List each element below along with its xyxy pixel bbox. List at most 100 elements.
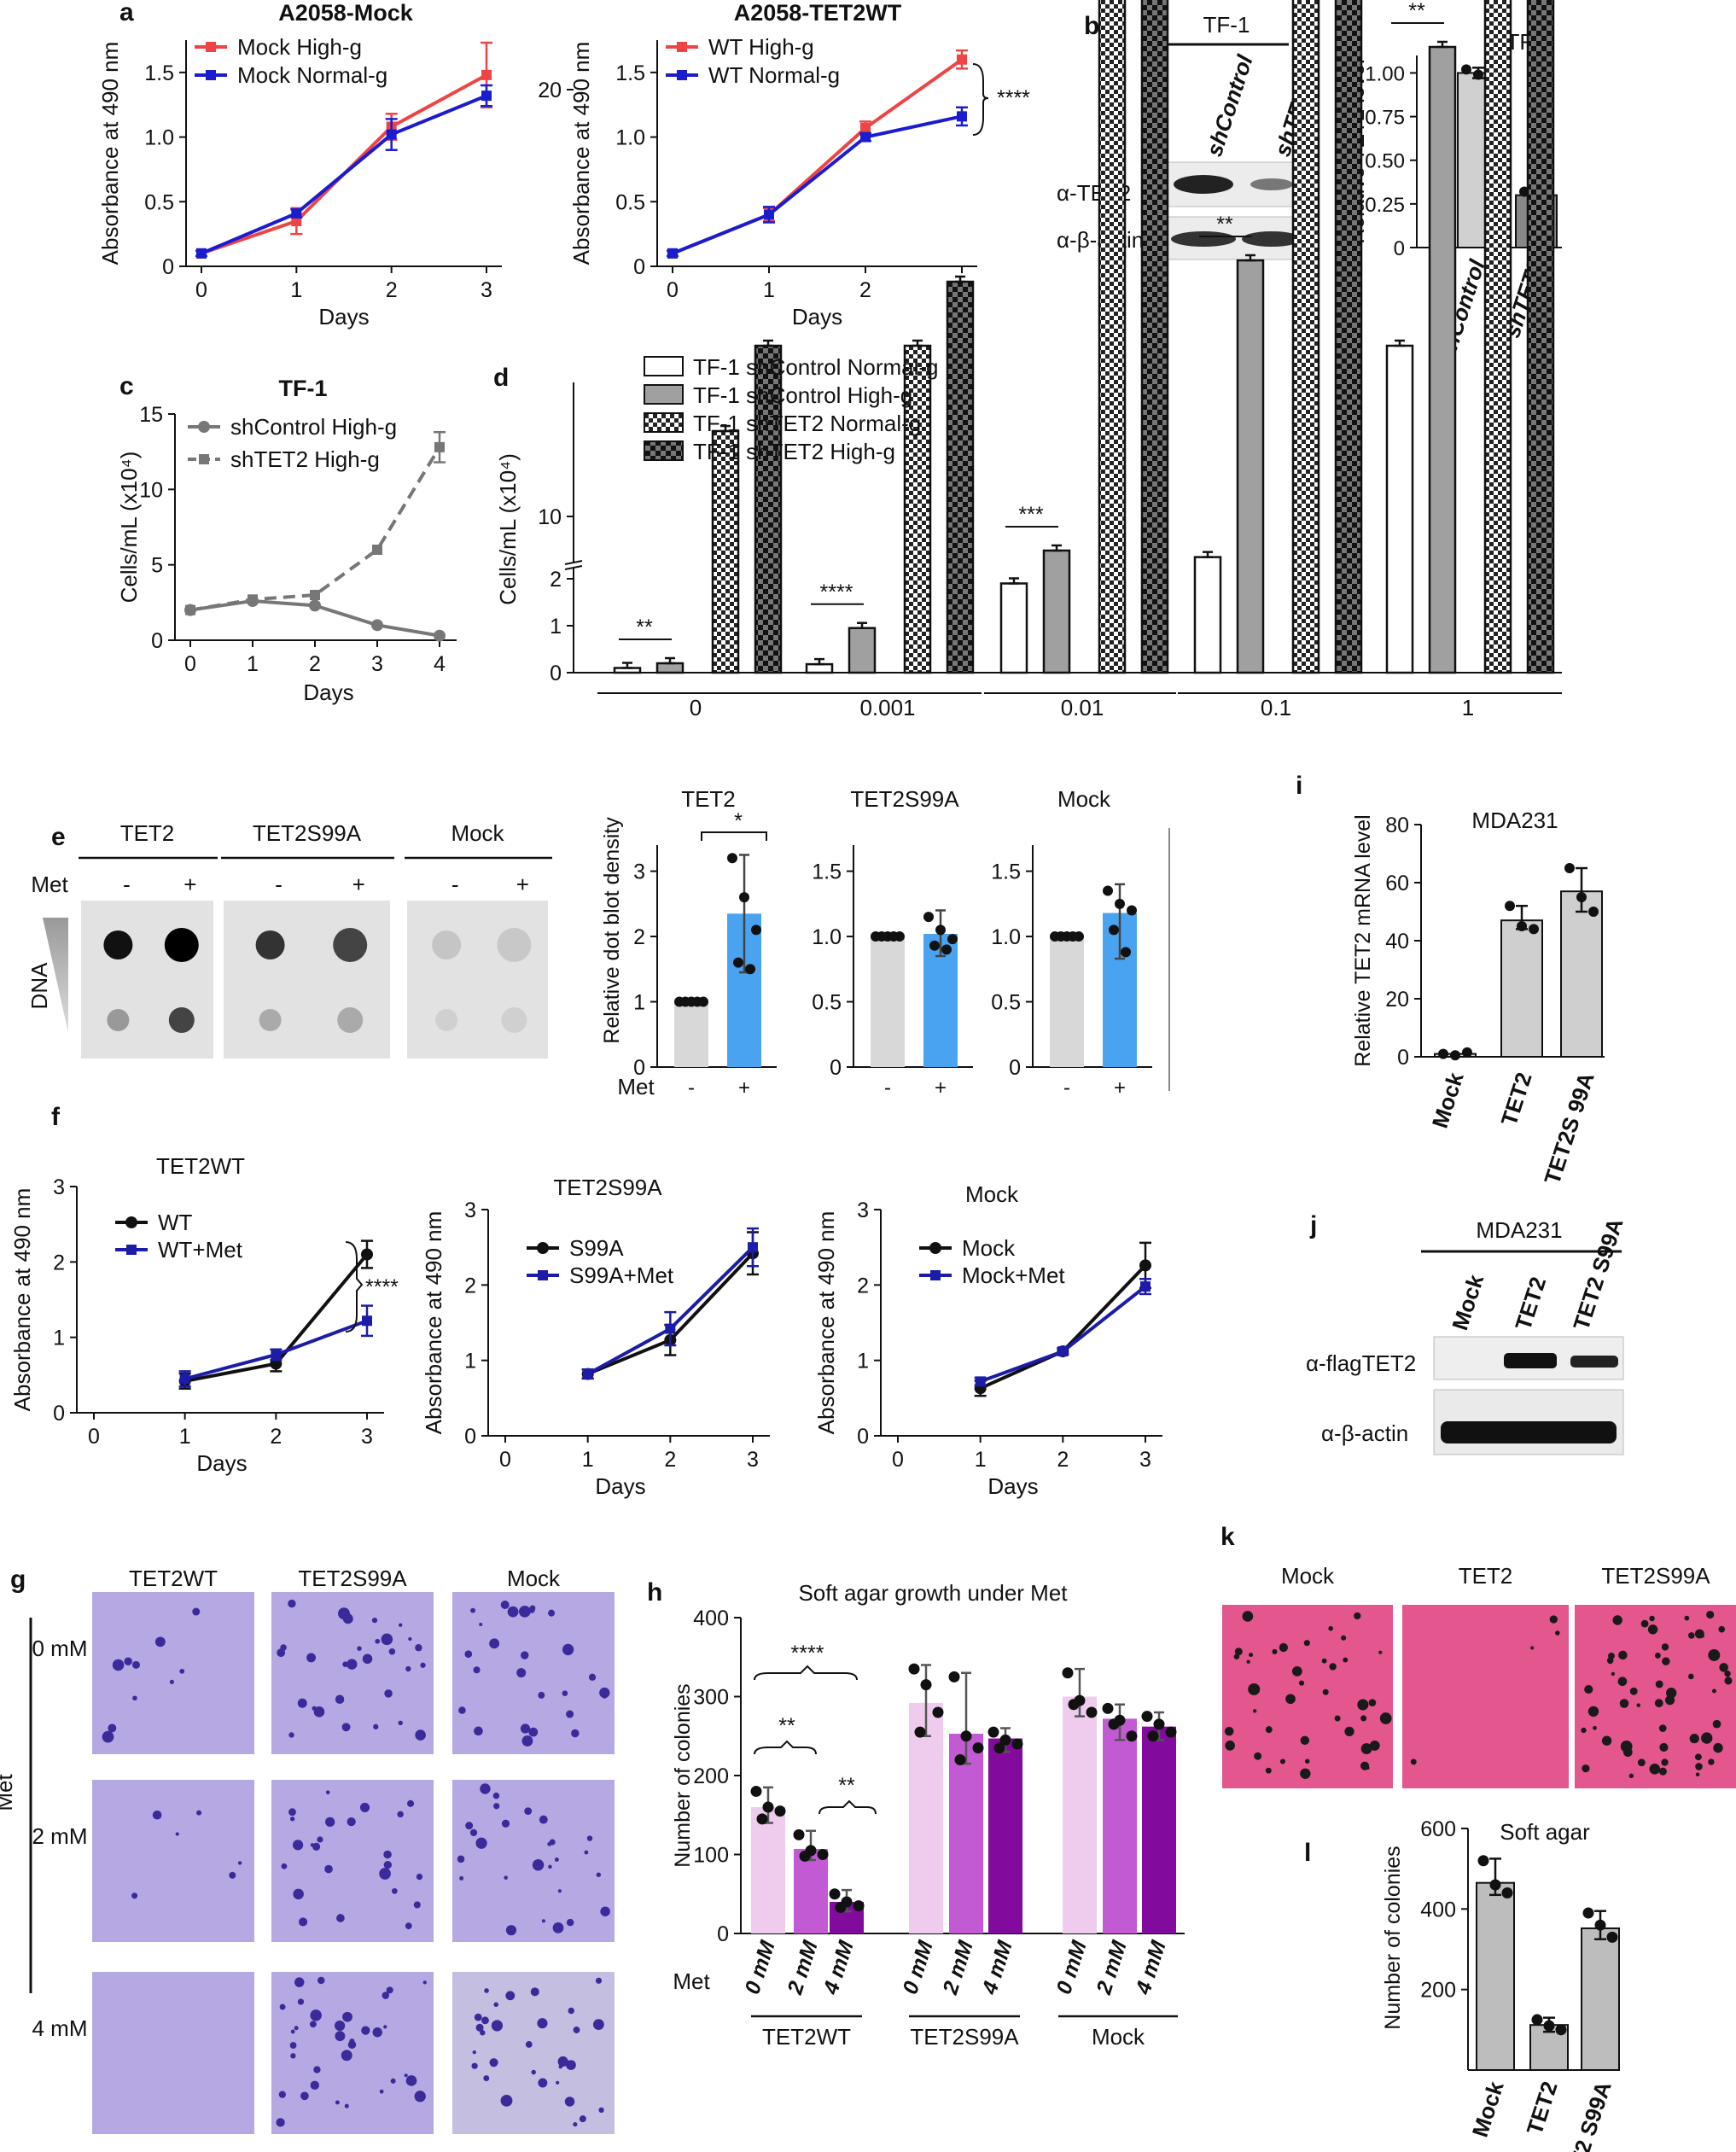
colony xyxy=(192,1607,201,1616)
chart-f0-s0-point xyxy=(361,1248,373,1261)
chart-h-bar-4 xyxy=(949,1733,983,1933)
chart-e2-bar-1-dot xyxy=(1127,905,1137,916)
chart-h-bar-5-dot xyxy=(987,1726,999,1738)
colony xyxy=(383,1861,392,1869)
colony xyxy=(422,1980,427,1985)
plates-k-column-label: TET2S99A xyxy=(1601,1563,1710,1589)
chart-d-group-label: 0.1 xyxy=(1261,695,1291,720)
colony xyxy=(276,2118,285,2127)
chart-b-ytick-label: 0.25 xyxy=(1365,194,1405,217)
chart-h-bar-6-dot xyxy=(1086,1706,1098,1718)
colony xyxy=(324,1817,335,1828)
colony xyxy=(124,1657,132,1666)
chart-h-bar-5-dot xyxy=(993,1742,1005,1754)
colony-k xyxy=(1649,1764,1661,1775)
colony xyxy=(571,1729,580,1738)
colony xyxy=(335,1694,345,1704)
colony xyxy=(531,2069,536,2075)
chart-i-bar-1-dot xyxy=(1517,921,1527,931)
chart-i-ytick-label: 60 xyxy=(1385,872,1409,895)
chart-a2-s1-line xyxy=(672,114,963,255)
chart-c-ylabel: Cells/mL (x10⁴) xyxy=(116,452,142,604)
chart-f2-xtick-label: 3 xyxy=(1139,1448,1151,1472)
colony xyxy=(391,1887,398,1894)
blot-e-dot xyxy=(255,930,285,959)
chart-e1-xtick-label: - xyxy=(884,1076,891,1099)
colony xyxy=(479,1622,483,1626)
chart-a1-s0-line xyxy=(201,73,487,255)
chart-l-bar-2-dot xyxy=(1606,1931,1618,1943)
plates-g-row-label: 0 mM xyxy=(32,1636,88,1661)
chart-f0-s1-point xyxy=(271,1349,282,1360)
colony-k xyxy=(1321,1658,1327,1664)
blot-b-title: TF-1 xyxy=(1203,12,1250,38)
colony xyxy=(413,1901,421,1909)
colony xyxy=(312,1842,321,1851)
lane-label-j-mock: Mock xyxy=(1447,1271,1488,1333)
colony xyxy=(325,1790,330,1794)
chart-f2-s0-point xyxy=(1139,1259,1151,1272)
blot-e-dot xyxy=(103,930,133,959)
chart-d-ytick-label: 2 xyxy=(550,568,562,592)
chart-c-xtick-label: 3 xyxy=(371,652,383,676)
chart-e0-bar-1-dot xyxy=(739,892,749,903)
colony xyxy=(548,1864,552,1869)
chart-f1-s1-point xyxy=(665,1323,676,1334)
chart-h-bar-7 xyxy=(1103,1718,1137,1933)
colony xyxy=(602,1694,608,1699)
colony xyxy=(405,2075,417,2086)
chart-e0-bar-1-dot xyxy=(727,853,737,864)
chart-e0-ytick-label: 1 xyxy=(633,991,645,1015)
chart-e0-bar-0-dot xyxy=(680,996,690,1007)
chart-h-bar-3 xyxy=(909,1702,943,1933)
colony xyxy=(108,1723,117,1733)
colony-k xyxy=(1252,1709,1257,1713)
soft-agar-plate xyxy=(92,1780,254,1942)
chart-l-ytick-label: 400 xyxy=(1420,1898,1456,1922)
colony xyxy=(196,1810,202,1816)
chart-f0-ytick-label: 0 xyxy=(53,1402,65,1426)
chart-a1-ytick-label: 1.5 xyxy=(144,61,174,85)
colony-k xyxy=(1329,1663,1337,1671)
soft-agar-plates-k: Mock TET2 TET2S99A xyxy=(1222,1563,1736,1788)
colony-k xyxy=(1279,1758,1285,1764)
colony-k xyxy=(1304,1758,1310,1764)
chart-l-ytick-label: 600 xyxy=(1420,1817,1456,1841)
colony xyxy=(520,1723,531,1734)
colony-k xyxy=(1225,1741,1235,1751)
plates-k-column-label: Mock xyxy=(1281,1563,1335,1589)
chart-c-s1-line xyxy=(189,446,441,612)
chart-i-bar-1 xyxy=(1500,919,1543,1058)
chart-f0-xlabel: Days xyxy=(196,1450,247,1476)
chart-a1-s1-line xyxy=(201,94,487,255)
colony-k xyxy=(1224,1726,1234,1736)
chart-e1-bar-0-dot xyxy=(888,931,899,942)
chart-f2-ytick-label: 0 xyxy=(857,1425,869,1449)
colony-k xyxy=(1654,1653,1661,1659)
blot-e-dot xyxy=(259,1009,282,1031)
chart-e2-ytick-label: 1.5 xyxy=(991,860,1021,884)
colony xyxy=(500,2094,513,2107)
colony xyxy=(539,1815,548,1824)
chart-i-ytick-label: 0 xyxy=(1397,1046,1409,1070)
chart-f2-xtick-label: 2 xyxy=(1057,1448,1069,1472)
colony xyxy=(386,1986,393,1994)
chart-h-group-label: Mock xyxy=(1092,2024,1145,2050)
chart-a1-xtick-label: 2 xyxy=(386,278,398,302)
chart-c-ytick-label: 15 xyxy=(139,403,163,427)
colony xyxy=(154,1636,166,1648)
colony xyxy=(415,1644,422,1652)
chart-h-ytick-label: 400 xyxy=(693,1607,729,1630)
chart-d-group-label: 0.01 xyxy=(1061,695,1104,720)
chart-f: 0 1 2 3 0 1 2 3 TET2WT Days Absorbance at 490 nm WT… xyxy=(9,1153,1162,1499)
colony-k xyxy=(1655,1680,1663,1688)
colony-k xyxy=(1360,1715,1367,1722)
chart-h-bar-5-dot xyxy=(1011,1738,1023,1750)
chart-h-sig-bracket xyxy=(754,1740,817,1755)
colony-k xyxy=(1619,1699,1629,1708)
chart-i-xtick-label: TET2 xyxy=(1496,1070,1537,1129)
soft-agar-plates-g: TET2WT TET2S99A Mock 0 mM 2 mM 4 mM Met xyxy=(0,1566,615,2134)
colony-k xyxy=(1285,1694,1296,1705)
chart-e1-ytick-label: 0 xyxy=(830,1056,842,1080)
